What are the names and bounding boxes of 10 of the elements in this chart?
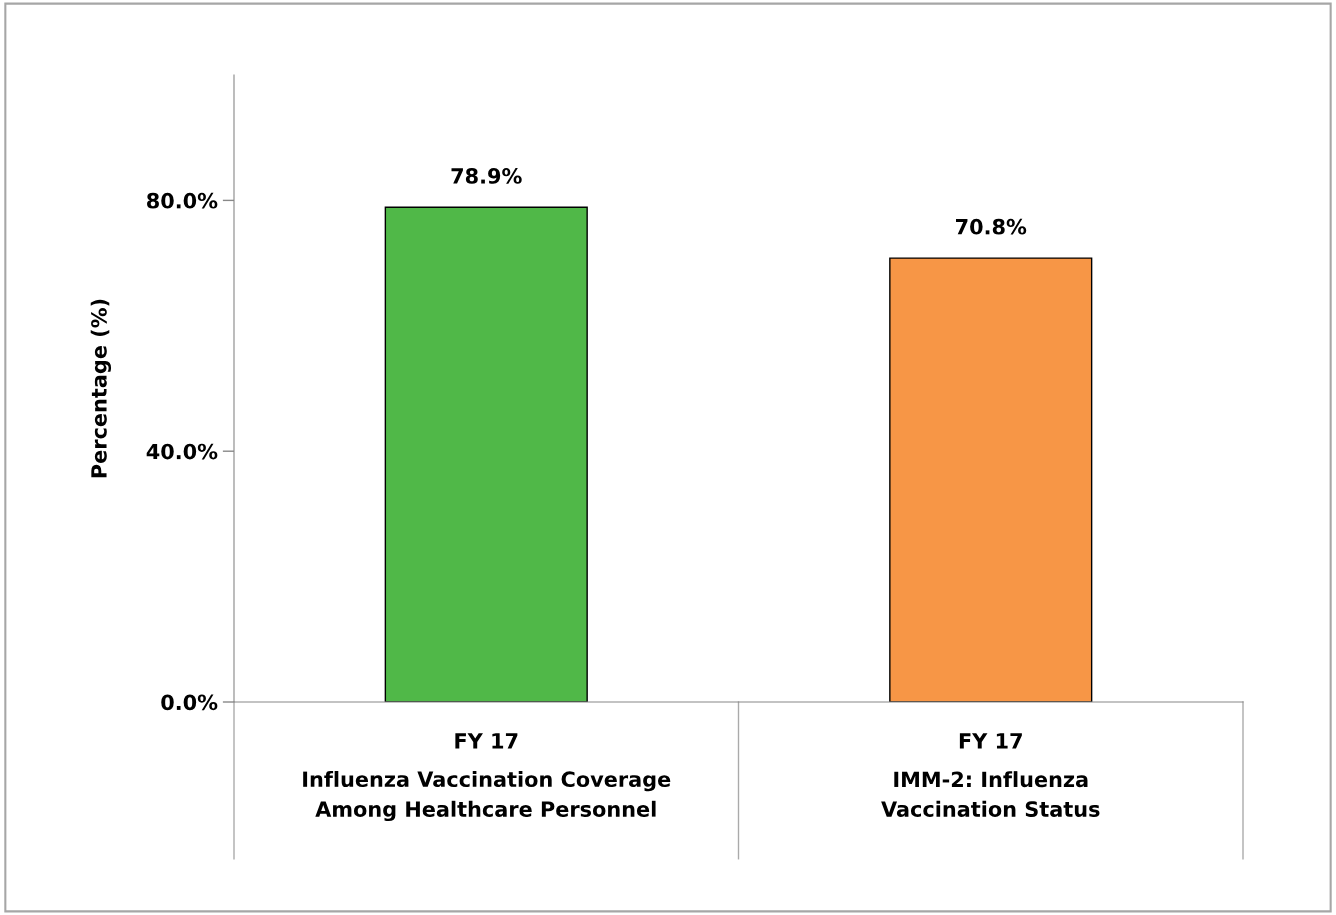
- text: IMM-2: Influenza Vaccination Status: [881, 771, 1100, 817]
- y-tick-label: 0.0%: [161, 694, 218, 711]
- y-tick-label: 80.0%: [147, 192, 218, 209]
- y-tick-label: 40.0%: [146, 443, 218, 460]
- x-tick-label: FY 17: [455, 733, 518, 749]
- y-axis-title: Percentage (%): [90, 299, 112, 478]
- data-label: 70.8%: [956, 218, 1027, 235]
- x-tick-label: FY 17: [959, 733, 1022, 749]
- text: Influenza Vaccination Coverage Among Healthcare Personnel: [303, 770, 671, 822]
- data-label: 78.9%: [451, 168, 522, 184]
